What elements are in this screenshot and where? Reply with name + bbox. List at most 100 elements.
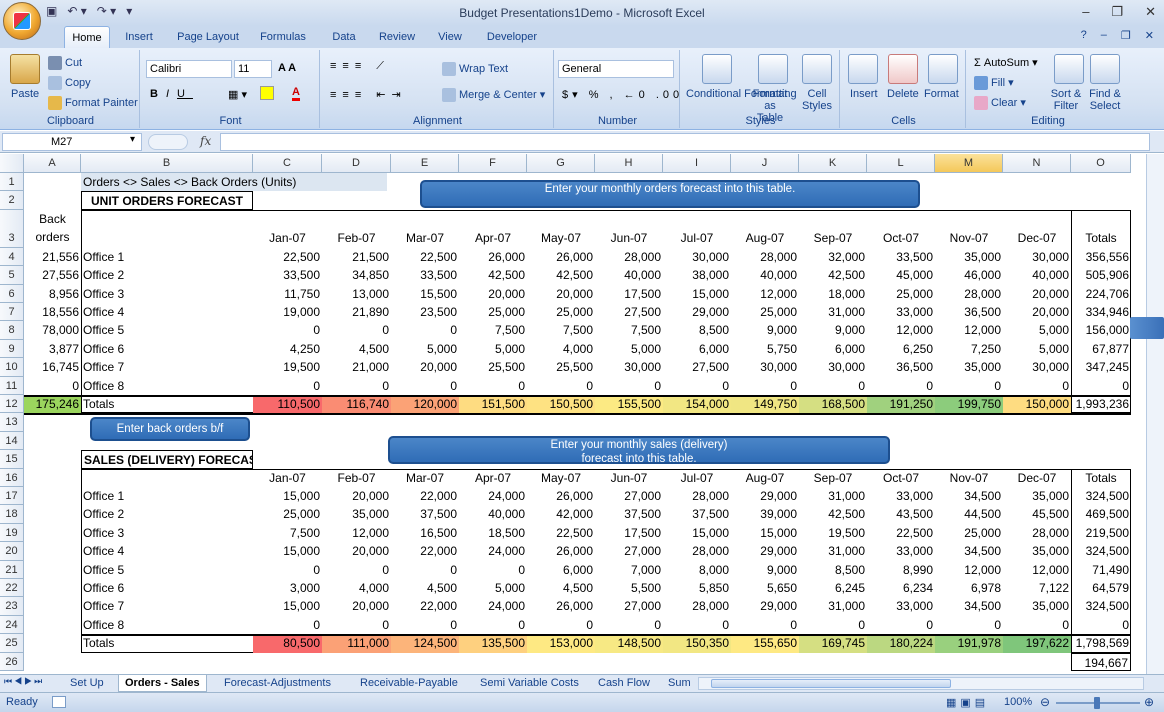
undo-icon[interactable]: ↶ ▾ — [67, 4, 87, 18]
column-header-n[interactable]: N — [1003, 154, 1071, 173]
borders-icon[interactable]: ▦ ▾ — [228, 89, 247, 101]
row-header-19[interactable]: 19 — [0, 523, 24, 543]
row-header-13[interactable]: 13 — [0, 413, 24, 432]
vertical-scroll-thumb[interactable] — [1130, 317, 1164, 339]
row-header-15[interactable]: 15 — [0, 450, 24, 469]
sort-filter-icon[interactable] — [1054, 54, 1084, 84]
sheet-tab-set-up[interactable]: Set Up — [70, 677, 104, 689]
column-header-h[interactable]: H — [595, 154, 663, 173]
column-header-e[interactable]: E — [391, 154, 459, 173]
row-header-8[interactable]: 8 — [0, 321, 24, 340]
column-header-c[interactable]: C — [253, 154, 322, 173]
font-name-select[interactable]: Calibri — [146, 60, 232, 78]
name-box-dropdown-icon[interactable]: ▾ — [130, 134, 136, 145]
tab-insert[interactable]: Insert — [125, 31, 153, 43]
row-header-7[interactable]: 7 — [0, 303, 24, 322]
sheet-nav-arrows[interactable]: ⏮◀▶⏭ — [4, 676, 45, 686]
fill-button[interactable]: Fill ▾ — [974, 76, 1014, 91]
cell-styles-button[interactable]: Cell Styles — [802, 88, 832, 112]
sheet-tab-orders-sales[interactable]: Orders - Sales — [118, 675, 207, 692]
format-table-icon[interactable] — [758, 54, 788, 84]
conditional-formatting-icon[interactable] — [702, 54, 732, 84]
row-header-10[interactable]: 10 — [0, 358, 24, 377]
row-header-12[interactable]: 12 — [0, 395, 24, 414]
paste-button[interactable]: Paste — [11, 88, 40, 100]
row-header-16[interactable]: 16 — [0, 468, 24, 487]
format-cells-icon[interactable] — [928, 54, 958, 84]
doc-minimize-icon[interactable]: – — [1100, 29, 1107, 41]
formula-input[interactable] — [220, 133, 1150, 151]
vertical-align-icons[interactable]: ≡≡≡ ⟋ — [330, 60, 391, 72]
row-header-3[interactable]: 3 — [0, 209, 24, 248]
row-header-26[interactable]: 26 — [0, 652, 24, 671]
save-icon[interactable]: ▣ — [46, 4, 58, 18]
help-icon[interactable]: ? — [1080, 29, 1087, 41]
row-header-6[interactable]: 6 — [0, 284, 24, 303]
autosum-button[interactable]: Σ AutoSum ▾ — [974, 57, 1038, 69]
column-header-i[interactable]: I — [663, 154, 731, 173]
row-header-2[interactable]: 2 — [0, 191, 24, 210]
sheet-tab-sum[interactable]: Sum — [668, 677, 691, 689]
row-header-4[interactable]: 4 — [0, 247, 24, 267]
binoculars-icon[interactable] — [1090, 54, 1120, 84]
wrap-text-button[interactable]: Wrap Text — [442, 62, 508, 76]
name-box[interactable]: M27 — [2, 133, 142, 151]
row-header-24[interactable]: 24 — [0, 615, 24, 635]
fx-icon[interactable]: fx — [200, 134, 212, 148]
copy-button[interactable]: Copy — [48, 76, 91, 90]
worksheet-grid[interactable]: A B C D E F G H I J K L M N O 1 2 3 4 5 6 7 8 9 10 11 12 13 14 15 16 17… — [0, 154, 1164, 674]
column-header-j[interactable]: J — [731, 154, 799, 173]
row-header-1[interactable]: 1 — [0, 173, 24, 192]
insert-cells-button[interactable]: Insert — [850, 88, 878, 100]
doc-close-icon[interactable]: ✕ — [1144, 30, 1154, 42]
view-buttons[interactable]: ▦▣▤ — [946, 697, 990, 709]
number-format-select[interactable]: General — [558, 60, 674, 78]
grow-font-icon[interactable]: A A — [278, 62, 297, 74]
bold-italic-underline[interactable]: BIU — [150, 88, 193, 100]
delete-cells-button[interactable]: Delete — [887, 88, 919, 100]
zoom-in-icon[interactable]: ⊕ — [1144, 695, 1155, 709]
paste-icon[interactable] — [10, 54, 40, 84]
sort-filter-button[interactable]: Sort & Filter — [1050, 88, 1082, 112]
format-painter-button[interactable]: Format Painter — [48, 96, 138, 110]
row-header-17[interactable]: 17 — [0, 487, 24, 506]
row-header-18[interactable]: 18 — [0, 505, 24, 524]
cut-button[interactable]: Cut — [48, 56, 82, 70]
row-header-9[interactable]: 9 — [0, 339, 24, 359]
minimize-icon[interactable]: – — [1082, 4, 1090, 19]
column-header-a[interactable]: A — [24, 154, 81, 173]
row-header-20[interactable]: 20 — [0, 542, 24, 561]
tab-developer[interactable]: Developer — [486, 31, 538, 43]
row-header-25[interactable]: 25 — [0, 634, 24, 653]
tab-review[interactable]: Review — [378, 31, 416, 43]
row-header-22[interactable]: 22 — [0, 579, 24, 598]
zoom-out-icon[interactable]: ⊖ — [1040, 695, 1051, 709]
horizontal-align-icons[interactable]: ≡≡≡ ⇤⇥ — [330, 89, 407, 101]
delete-cells-icon[interactable] — [888, 54, 918, 84]
row-header-21[interactable]: 21 — [0, 560, 24, 579]
macro-record-icon[interactable] — [52, 696, 66, 708]
redo-icon[interactable]: ↷ ▾ — [96, 4, 117, 18]
insert-cells-icon[interactable] — [848, 54, 878, 84]
font-size-select[interactable]: 11 — [234, 60, 272, 78]
column-header-k[interactable]: K — [799, 154, 867, 173]
column-header-o[interactable]: O — [1071, 154, 1131, 173]
horizontal-scroll-thumb[interactable] — [711, 679, 951, 688]
sheet-tab-receivable-payable[interactable]: Receivable-Payable — [360, 677, 458, 689]
office-button[interactable] — [3, 2, 41, 40]
tab-data[interactable]: Data — [332, 31, 356, 43]
row-header-11[interactable]: 11 — [0, 376, 24, 395]
column-header-d[interactable]: D — [322, 154, 391, 173]
row-header-14[interactable]: 14 — [0, 431, 24, 451]
font-color-icon[interactable]: A — [292, 86, 300, 101]
customize-qat-icon[interactable]: ▾ — [126, 4, 133, 18]
close-icon[interactable]: ✕ — [1145, 4, 1156, 19]
tab-page-layout[interactable]: Page Layout — [177, 31, 239, 43]
fill-color-icon[interactable] — [260, 86, 274, 100]
sheet-tab-forecast-adjustments[interactable]: Forecast-Adjustments — [224, 677, 331, 689]
format-cells-button[interactable]: Format — [924, 88, 959, 100]
vertical-scrollbar[interactable] — [1146, 154, 1164, 674]
column-header-b[interactable]: B — [81, 154, 253, 173]
format-as-table-button[interactable]: Format as Table — [752, 88, 788, 124]
sheet-tab-semi-variable-costs[interactable]: Semi Variable Costs — [480, 677, 579, 689]
